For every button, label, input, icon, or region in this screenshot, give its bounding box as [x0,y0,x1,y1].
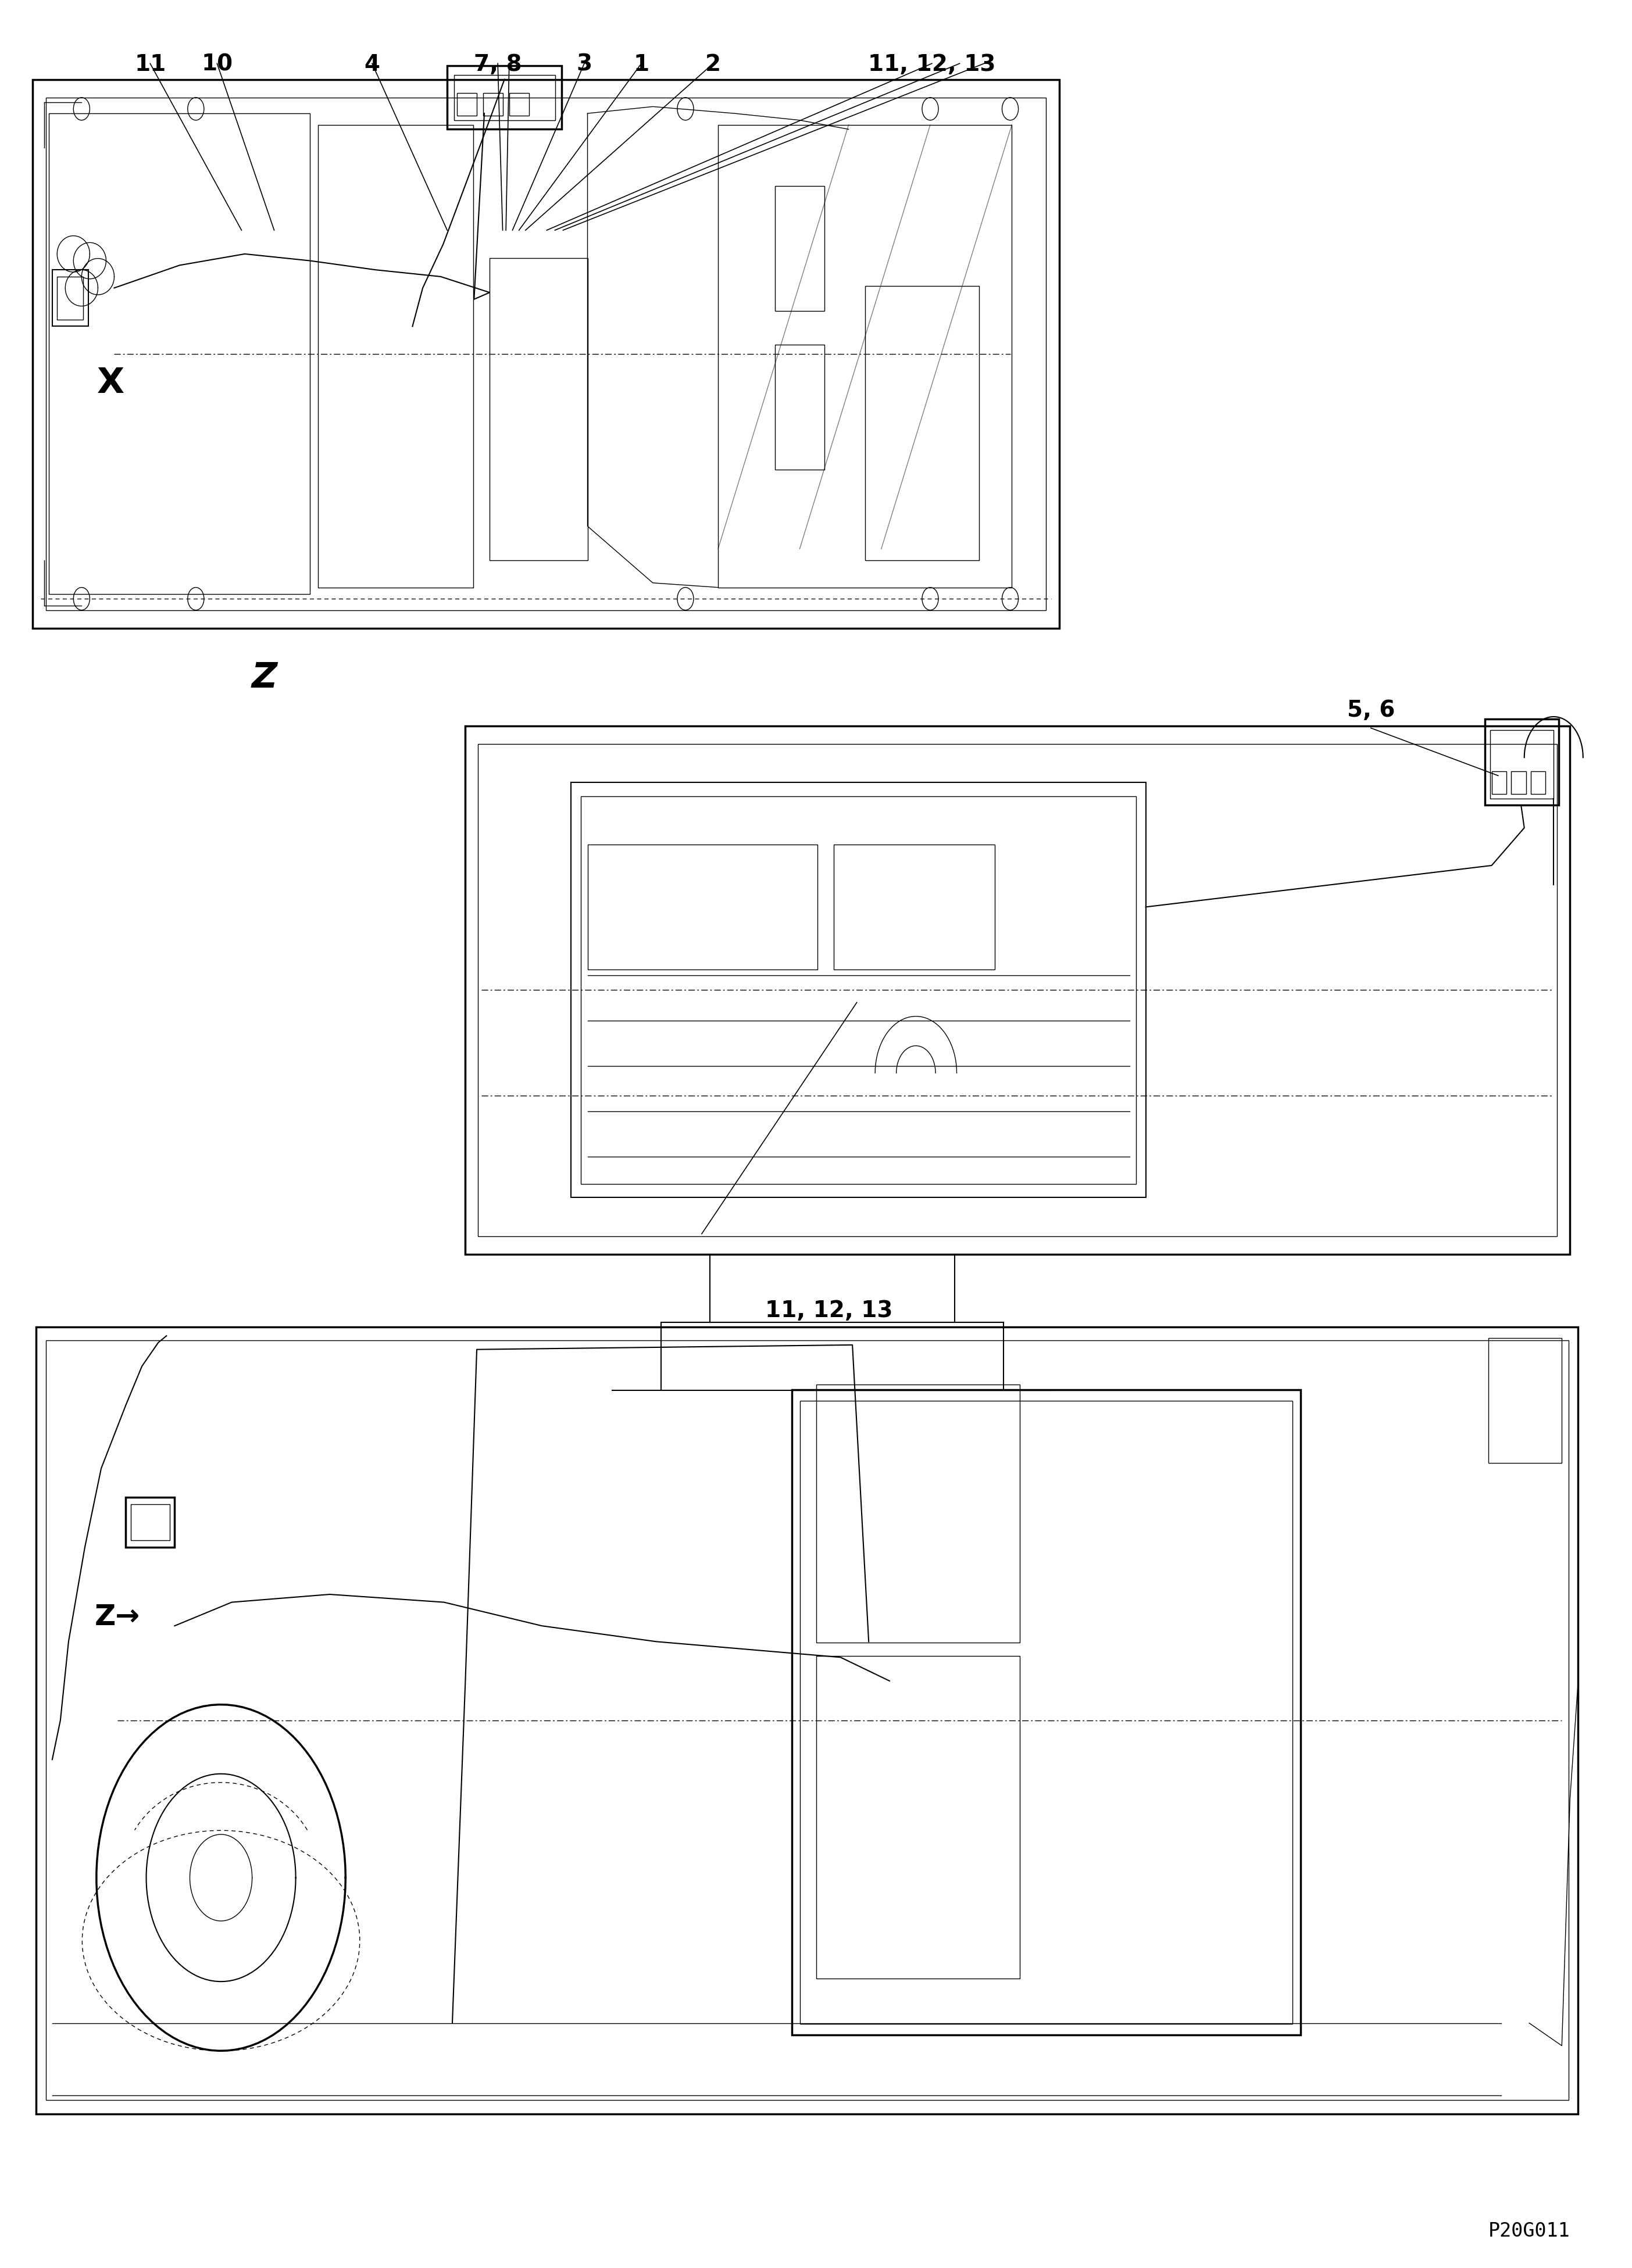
Bar [581,796,1136,1184]
Text: 10: 10 [201,52,233,75]
Bar [1490,730,1554,798]
Bar [447,66,561,129]
Bar [483,93,503,116]
Text: Z→: Z→ [95,1603,140,1631]
Bar [126,1497,175,1547]
Bar [816,1386,1020,1642]
Text: P20G011: P20G011 [1488,2223,1570,2241]
Text: 7, 8: 7, 8 [473,52,522,75]
Bar [509,93,529,116]
Bar [571,782,1146,1198]
Bar [588,844,818,968]
Text: 2: 2 [705,52,721,75]
Bar [457,93,477,116]
Bar [1492,771,1506,794]
Bar [490,259,588,560]
Bar [718,125,1012,587]
Bar [834,844,994,968]
Text: X: X [98,365,124,401]
Bar [478,744,1557,1236]
Bar [318,125,473,587]
Bar [33,79,1059,628]
Bar [792,1390,1301,2034]
Bar [46,1340,1568,2100]
Bar [1488,1338,1562,1463]
Bar [775,186,824,311]
Text: 3: 3 [576,52,592,75]
Bar [775,345,824,469]
Bar [1511,771,1526,794]
Bar [131,1504,170,1540]
Text: 5, 6: 5, 6 [1346,699,1395,721]
Text: Z: Z [251,660,277,696]
Bar [49,113,310,594]
Bar [1485,719,1559,805]
Bar [57,277,83,320]
Text: 11, 12, 13: 11, 12, 13 [868,52,996,75]
Text: 11: 11 [134,52,166,75]
Bar [36,1327,1578,2114]
Bar [1531,771,1546,794]
Text: 11, 12, 13: 11, 12, 13 [765,1300,893,1322]
Bar [46,98,1046,610]
Text: 4: 4 [364,52,380,75]
Bar [800,1402,1293,2023]
Bar [465,726,1570,1254]
Bar [454,75,555,120]
Bar [52,270,88,327]
Bar [816,1656,1020,1978]
Bar [865,286,979,560]
Text: 1: 1 [633,52,650,75]
